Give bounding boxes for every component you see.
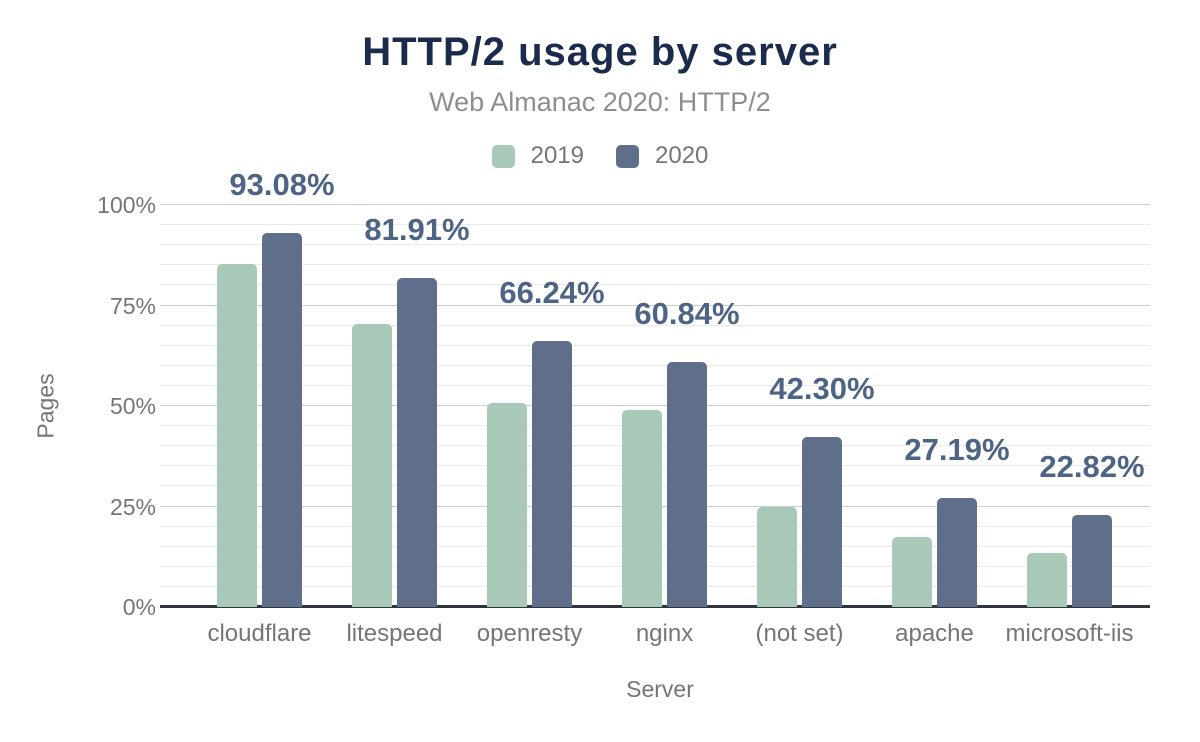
legend-label-2020: 2020 bbox=[655, 142, 709, 169]
bar-group-not-set: 42.30% (not set) bbox=[732, 205, 874, 647]
bar-2019-apache bbox=[892, 536, 932, 607]
bar-2020-litespeed bbox=[397, 277, 437, 607]
gridline-50 bbox=[160, 405, 1150, 406]
x-tick-microsoft-iis: microsoft-iis bbox=[1005, 620, 1134, 647]
legend-item-2019: 2019 bbox=[491, 142, 584, 170]
bar-groups: 93.08% cloudflare 81.91% litespeed 66.24% ope… bbox=[192, 169, 1144, 647]
gridline-70 bbox=[160, 324, 1150, 326]
bar-group-microsoft-iis: 22.82% microsoft-iis bbox=[1002, 205, 1144, 647]
x-tick-openresty: openresty bbox=[476, 620, 583, 647]
legend: 2019 2020 bbox=[0, 142, 1200, 170]
value-label-litespeed: 81.91% bbox=[364, 211, 470, 247]
bar-2020-microsoft-iis bbox=[1072, 515, 1112, 607]
bar-2020-openresty bbox=[532, 340, 572, 607]
gridline-100 bbox=[160, 204, 1150, 205]
gridline-60 bbox=[160, 364, 1150, 366]
value-label-cloudflare: 93.08% bbox=[229, 166, 335, 202]
legend-item-2020: 2020 bbox=[616, 142, 708, 170]
gridline-75 bbox=[160, 304, 1150, 306]
gridline-80 bbox=[160, 284, 1150, 286]
y-tick-100: 100% bbox=[97, 192, 156, 218]
bar-2019-litespeed bbox=[352, 324, 392, 607]
value-label-openresty: 66.24% bbox=[499, 274, 605, 310]
x-tick-cloudflare: cloudflare bbox=[207, 620, 312, 647]
y-tick-0: 0% bbox=[122, 594, 156, 620]
bar-2020-cloudflare bbox=[262, 232, 302, 607]
bar-2019-openresty bbox=[487, 402, 527, 607]
bar-2019-not-set bbox=[757, 506, 797, 607]
gridline-90 bbox=[160, 244, 1150, 246]
legend-swatch-2020 bbox=[616, 144, 639, 168]
y-axis-title: Pages bbox=[32, 373, 59, 439]
value-label-microsoft-iis: 22.82% bbox=[1039, 449, 1145, 485]
y-tick-50: 50% bbox=[109, 393, 156, 419]
y-tick-75: 75% bbox=[109, 292, 156, 319]
x-tick-not-set: (not set) bbox=[755, 620, 844, 647]
bar-group-apache: 27.19% apache bbox=[867, 205, 1010, 647]
bar-2019-nginx bbox=[622, 410, 662, 607]
x-tick-litespeed: litespeed bbox=[346, 620, 443, 647]
value-label-apache: 27.19% bbox=[904, 431, 1010, 467]
chart-subtitle: Web Almanac 2020: HTTP/2 bbox=[429, 87, 771, 117]
x-tick-apache: apache bbox=[895, 620, 974, 647]
value-label-nginx: 60.84% bbox=[634, 296, 740, 332]
bar-group-litespeed: 81.91% litespeed bbox=[327, 205, 469, 647]
bar-2019-microsoft-iis bbox=[1027, 552, 1067, 607]
bar-2020-not-set bbox=[802, 436, 842, 607]
bar-group-nginx: 60.84% nginx bbox=[597, 205, 740, 647]
x-axis-title: Server bbox=[626, 676, 694, 702]
gridline-65 bbox=[160, 344, 1150, 346]
gridline-85 bbox=[160, 264, 1150, 266]
y-tick-25: 25% bbox=[109, 493, 156, 520]
bar-2020-apache bbox=[937, 497, 977, 607]
legend-label-2019: 2019 bbox=[530, 142, 584, 169]
plot-area: 0% 25% 50% 75% 100% 93.08% cloudflare 81.91% lit… bbox=[97, 169, 1150, 647]
legend-swatch-2019 bbox=[491, 144, 515, 168]
bar-group-cloudflare: 93.08% cloudflare bbox=[192, 169, 334, 647]
chart-title: HTTP/2 usage by server bbox=[362, 30, 838, 74]
gridline-55 bbox=[160, 384, 1150, 386]
bar-group-openresty: 66.24% openresty bbox=[462, 205, 605, 647]
bar-2019-cloudflare bbox=[217, 263, 257, 607]
x-tick-nginx: nginx bbox=[635, 620, 694, 647]
value-label-not-set: 42.30% bbox=[769, 370, 875, 406]
bar-2020-nginx bbox=[667, 362, 707, 607]
gridline-95 bbox=[160, 224, 1150, 226]
